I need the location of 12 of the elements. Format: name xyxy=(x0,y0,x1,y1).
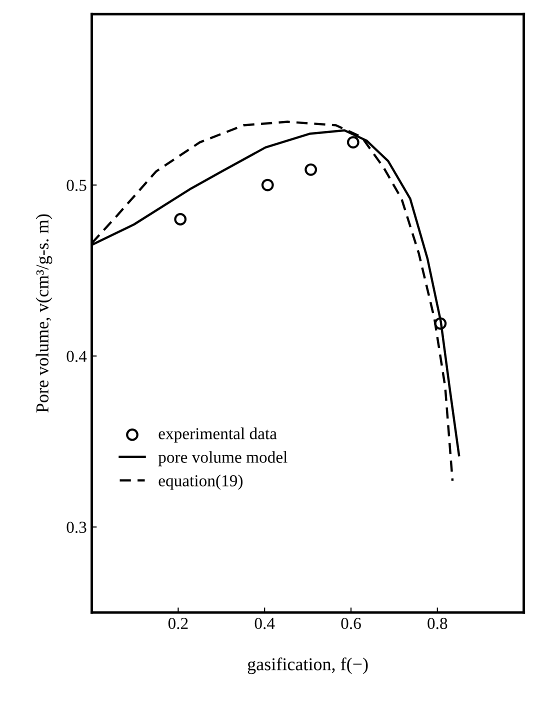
y-tick-label: 0.4 xyxy=(66,350,87,362)
y-tick-label: 0.3 xyxy=(66,522,86,534)
x-axis-title: gasification, f(−) xyxy=(248,657,368,674)
legend-label: pore volume model xyxy=(158,451,288,466)
legend-label: experimental data xyxy=(158,428,277,443)
y-tick-label: 0.5 xyxy=(66,180,86,192)
legend-label: equation(19) xyxy=(158,474,243,490)
y-axis-title: Pore volume, v(cm³/g-s. m) xyxy=(36,214,52,412)
x-tick-label: 0.6 xyxy=(341,618,361,630)
x-tick-label: 0.2 xyxy=(168,618,188,630)
x-tick-label: 0.4 xyxy=(254,618,275,630)
x-tick-label: 0.8 xyxy=(428,618,448,630)
